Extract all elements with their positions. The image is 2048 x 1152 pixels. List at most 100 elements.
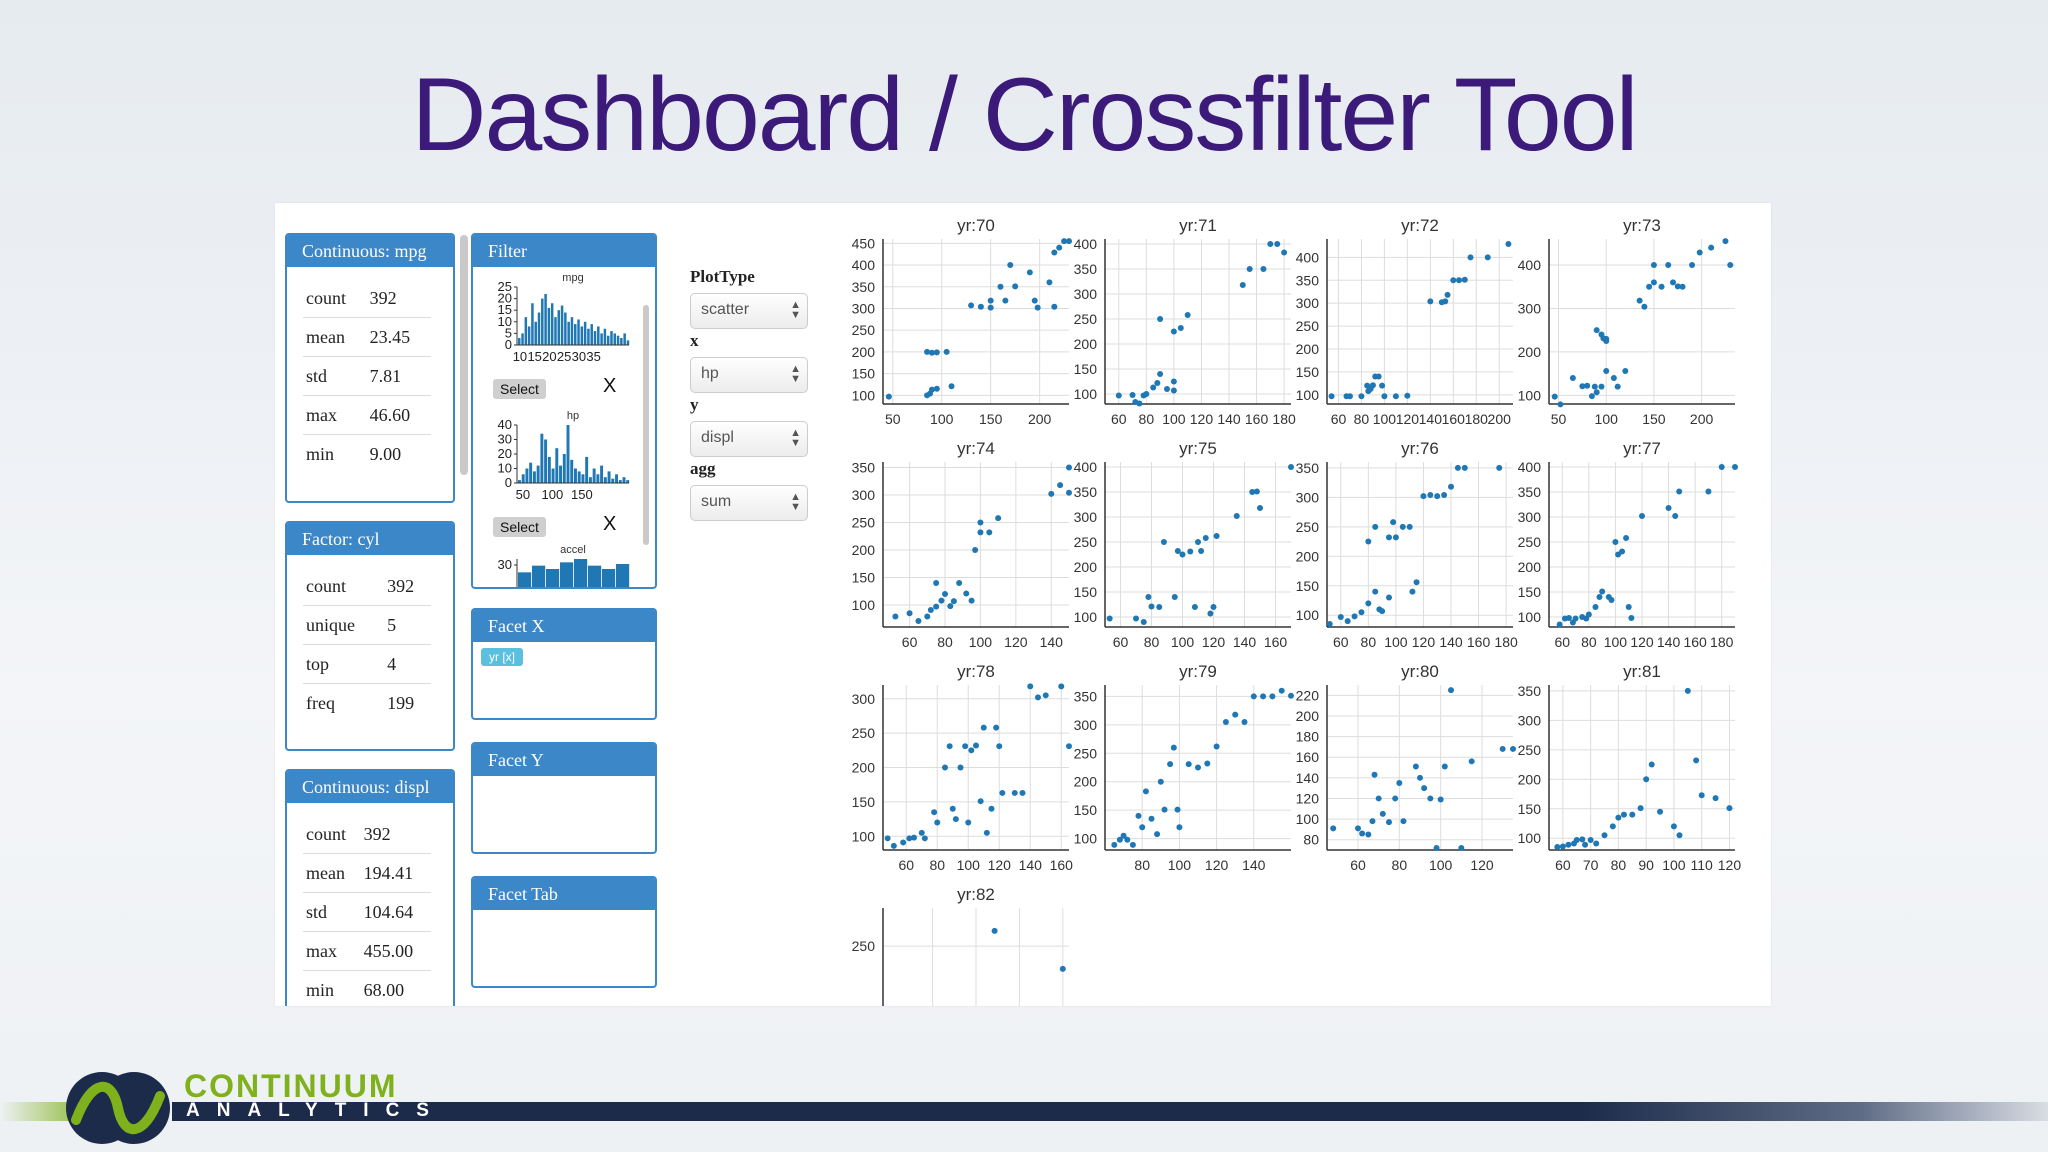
y-tick-label: 100 <box>1074 831 1098 847</box>
x-tick-label: 100 <box>1171 634 1195 650</box>
scatter-point <box>1250 693 1257 700</box>
histogram-bar <box>606 335 610 345</box>
facet-y-panel[interactable]: Facet Y <box>471 742 657 854</box>
scatter-point <box>1129 392 1136 398</box>
histogram-bar <box>537 312 541 345</box>
plottype-label: PlotType <box>690 267 755 286</box>
filter-select-button-mpg[interactable]: Select <box>493 379 546 399</box>
x-tick-label: 100 <box>1662 857 1686 873</box>
x-tick-label: 80 <box>937 634 953 650</box>
scatter-point <box>1468 758 1475 765</box>
y-tick-label: 200 <box>1074 774 1098 790</box>
stat-value: 5 <box>384 605 431 645</box>
scatter-point <box>1399 523 1406 530</box>
scatter-facet-yr-73: yr:73 100 200 300 400 50 100 150 200 <box>1518 216 1735 427</box>
crossfilter-app: Continuous: mpg count 392 mean 23.45 std 7.81… <box>275 203 1771 1006</box>
histogram-x-tick-label: 35 <box>586 349 600 364</box>
summary-scrollbar[interactable] <box>460 235 468 475</box>
histogram-bar <box>570 459 574 483</box>
scatter-point <box>1187 548 1194 555</box>
filter-select-button-hp[interactable]: Select <box>493 517 546 537</box>
scatter-point <box>1588 393 1595 400</box>
histogram-bar <box>626 340 630 345</box>
scatter-point <box>1565 615 1572 621</box>
x-tick-label: 180 <box>1710 634 1734 650</box>
scatter-point <box>927 606 934 613</box>
histogram-y-tick-label: 0 <box>505 475 512 490</box>
histogram-bar <box>557 310 561 345</box>
y-tick-label: 150 <box>1518 584 1542 600</box>
histogram-y-tick-label: 20 <box>498 291 512 306</box>
y-tick-label: 80 <box>1303 832 1319 848</box>
y-tick-label: 300 <box>1074 509 1098 525</box>
filter-remove-mpg[interactable]: X <box>603 375 617 397</box>
scatter-point <box>1643 776 1650 783</box>
histogram-bar <box>588 565 602 587</box>
histogram-bar <box>585 456 589 483</box>
y-select[interactable]: displ ▲ ▼ <box>690 421 808 457</box>
x-tick-label: 200 <box>1028 411 1052 427</box>
scatter-point <box>1565 841 1572 848</box>
scatter-point <box>1450 277 1457 284</box>
scatter-point <box>1658 283 1665 290</box>
y-tick-label: 200 <box>1296 708 1320 724</box>
agg-value: sum <box>701 493 732 510</box>
footer-band <box>172 1102 2048 1121</box>
y-tick-label: 150 <box>1518 801 1542 817</box>
scatter-point <box>1708 244 1715 251</box>
scatter-facet-yr-81: yr:81 100 150 200 250 300 350 60 70 80 90 100 110 120 <box>1518 662 1742 873</box>
histogram-bar <box>547 307 551 345</box>
filter-scrollbar[interactable] <box>643 305 649 545</box>
scatter-point <box>1672 513 1679 519</box>
x-tick-label: 140 <box>1233 634 1257 650</box>
y-tick-label: 100 <box>1296 811 1320 827</box>
scatter-point <box>1404 392 1411 399</box>
scatter-point <box>996 743 1003 750</box>
facet-x-tag[interactable]: yr [x] <box>481 648 523 666</box>
agg-select[interactable]: sum ▲ ▼ <box>690 485 808 521</box>
scatter-point <box>1372 588 1379 595</box>
scatter-point <box>1499 745 1506 752</box>
y-tick-label: 350 <box>1074 688 1098 704</box>
scatter-point <box>1326 621 1333 628</box>
histogram-bar <box>551 468 555 483</box>
scatter-point <box>983 829 990 836</box>
scatter-point <box>1274 241 1281 247</box>
stat-row: max 455.00 <box>303 931 431 971</box>
x-tick-label: 50 <box>885 411 901 427</box>
x-tick-label: 100 <box>1373 411 1397 427</box>
x-tick-label: 140 <box>1419 411 1443 427</box>
filter-remove-hp[interactable]: X <box>603 513 617 535</box>
histogram-bar <box>554 317 557 345</box>
facet-tab-panel[interactable]: Facet Tab <box>471 876 657 988</box>
x-tick-label: 80 <box>1361 634 1377 650</box>
scatter-point <box>1371 771 1378 778</box>
scatter-point <box>1115 392 1122 399</box>
histogram-y-tick-label: 40 <box>498 417 512 432</box>
scatter-point <box>1458 844 1465 851</box>
x-tick-label: 80 <box>1581 634 1597 650</box>
scatter-point <box>1207 610 1214 617</box>
scatter-point <box>1587 836 1594 843</box>
y-tick-label: 400 <box>1074 236 1098 252</box>
y-tick-label: 350 <box>1518 683 1542 699</box>
scatter-point <box>977 798 984 805</box>
x-select[interactable]: hp ▲ ▼ <box>690 357 808 393</box>
scatter-point <box>1427 298 1434 305</box>
scatter-point <box>1170 378 1177 385</box>
histogram-y-tick-label: 10 <box>498 461 512 476</box>
histogram-bar <box>566 425 570 483</box>
x-tick-label: 60 <box>1554 634 1570 650</box>
scatter-point <box>1396 779 1403 786</box>
scatter-point <box>1612 539 1619 545</box>
histogram-bar <box>574 324 577 345</box>
facet-x-panel[interactable]: Facet X yr [x] <box>471 608 657 720</box>
x-tick-label: 60 <box>898 857 914 873</box>
histogram-bar <box>524 317 528 345</box>
y-tick-label: 300 <box>1296 295 1320 311</box>
scatter-point <box>1035 694 1041 701</box>
scatter-point <box>1111 841 1118 848</box>
x-tick-label: 120 <box>1004 634 1028 650</box>
plottype-select[interactable]: scatter ▲ ▼ <box>690 293 808 329</box>
scatter-point <box>972 547 979 553</box>
